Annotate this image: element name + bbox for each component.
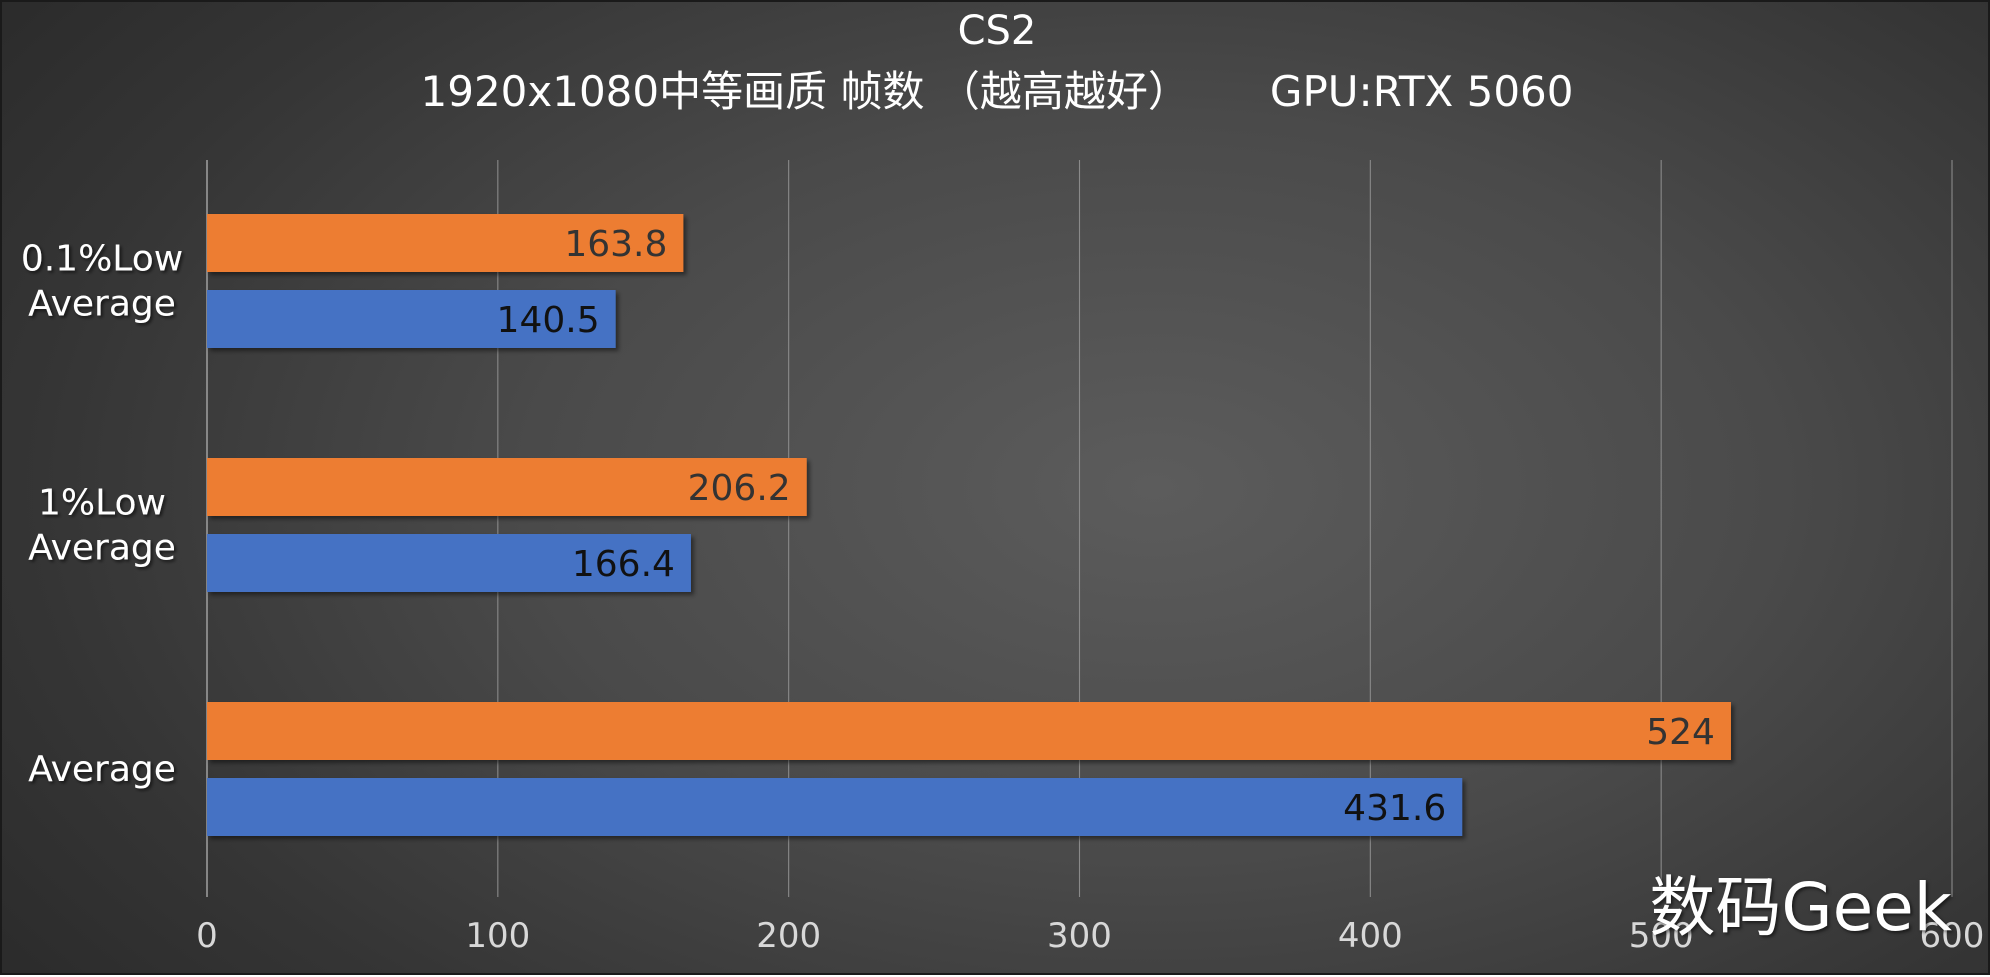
bar	[207, 458, 807, 516]
category-label: Average	[28, 749, 176, 790]
watermark-text: 数码Geek	[1649, 869, 1952, 946]
bar	[207, 778, 1463, 836]
x-tick-label: 500	[1629, 916, 1694, 956]
data-label: 163.8	[564, 224, 667, 265]
data-label: 166.4	[572, 544, 675, 585]
category-label: 0.1%Low Average	[21, 239, 183, 325]
bar	[207, 214, 684, 272]
data-label: 140.5	[497, 300, 600, 341]
x-tick-label: 600	[1920, 916, 1985, 956]
bar	[207, 534, 691, 592]
x-tick-label: 300	[1047, 916, 1112, 956]
x-tick-label: 0	[196, 916, 218, 956]
x-tick-label: 100	[465, 916, 530, 956]
data-label: 206.2	[688, 468, 791, 509]
bar	[207, 290, 616, 348]
bar	[207, 702, 1731, 760]
chart-subtitle: 1920x1080中等画质 帧数 （越高越好） GPU:RTX 5060	[420, 67, 1574, 116]
data-label: 431.6	[1343, 788, 1446, 829]
category-label: 1%Low Average	[28, 483, 176, 569]
data-label: 524	[1646, 712, 1715, 753]
x-tick-label: 400	[1338, 916, 1403, 956]
x-tick-label: 200	[756, 916, 821, 956]
chart-title: CS2	[957, 8, 1037, 54]
